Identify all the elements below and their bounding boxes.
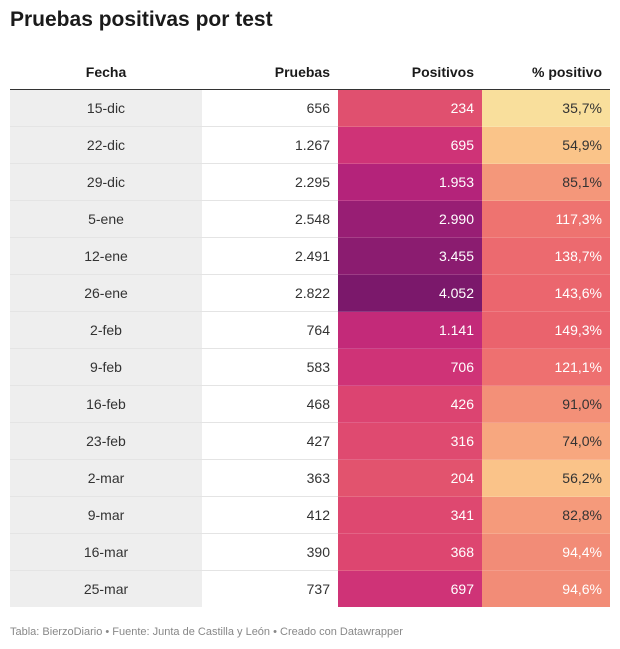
- cell-fecha: 29-dic: [10, 163, 202, 201]
- table-row: 2-feb 764 1.141 149,3%: [10, 311, 610, 349]
- cell-fecha: 9-mar: [10, 496, 202, 534]
- cell-positivos: 4.052: [338, 274, 482, 312]
- cell-pct-positivo: 121,1%: [482, 348, 610, 386]
- table-row: 5-ene 2.548 2.990 117,3%: [10, 200, 610, 238]
- cell-fecha: 25-mar: [10, 570, 202, 607]
- cell-pct-positivo: 138,7%: [482, 237, 610, 275]
- table-row: 23-feb 427 316 74,0%: [10, 422, 610, 460]
- cell-pct-positivo: 74,0%: [482, 422, 610, 460]
- table-row: 25-mar 737 697 94,6%: [10, 570, 610, 607]
- cell-pct-positivo: 143,6%: [482, 274, 610, 312]
- column-header-pct-positivo[interactable]: % positivo: [482, 54, 610, 90]
- table-row: 15-dic 656 234 35,7%: [10, 89, 610, 127]
- cell-pruebas: 2.491: [202, 237, 338, 275]
- cell-positivos: 706: [338, 348, 482, 386]
- cell-positivos: 2.990: [338, 200, 482, 238]
- cell-positivos: 234: [338, 89, 482, 127]
- cell-pct-positivo: 117,3%: [482, 200, 610, 238]
- cell-pruebas: 737: [306, 581, 330, 597]
- cell-pct-positivo: 82,8%: [482, 496, 610, 534]
- cell-positivos: 1.141: [338, 311, 482, 349]
- cell-fecha: 23-feb: [10, 422, 202, 460]
- cell-pct-positivo: 91,0%: [482, 385, 610, 423]
- cell-fecha: 16-feb: [10, 385, 202, 423]
- cell-positivos: 426: [338, 385, 482, 423]
- cell-fecha: 15-dic: [10, 89, 202, 127]
- table-row: 16-feb 468 426 91,0%: [10, 385, 610, 423]
- cell-pruebas: 2.548: [202, 200, 338, 238]
- cell-pruebas: 656: [202, 89, 338, 127]
- cell-pruebas: 764: [202, 311, 338, 349]
- cell-fecha: 22-dic: [10, 126, 202, 164]
- table-row: 2-mar 363 204 56,2%: [10, 459, 610, 497]
- cell-fecha: 9-feb: [10, 348, 202, 386]
- cell-pruebas: 427: [202, 422, 338, 460]
- cell-pruebas: 1.267: [202, 126, 338, 164]
- cell-pct-positivo: 94,6%: [482, 570, 610, 607]
- table-row: 12-ene 2.491 3.455 138,7%: [10, 237, 610, 275]
- table-row: 29-dic 2.295 1.953 85,1%: [10, 163, 610, 201]
- cell-pct-positivo: 94,4%: [482, 533, 610, 571]
- cell-positivos: 316: [338, 422, 482, 460]
- cell-positivos: 341: [338, 496, 482, 534]
- cell-pct-positivo: 85,1%: [482, 163, 610, 201]
- cell-pruebas: 412: [202, 496, 338, 534]
- table-row: 9-feb 583 706 121,1%: [10, 348, 610, 386]
- chart-title: Pruebas positivas por test: [10, 8, 273, 31]
- cell-pruebas: 2.295: [202, 163, 338, 201]
- cell-pruebas: 583: [202, 348, 338, 386]
- column-header-positivos[interactable]: Positivos: [338, 54, 482, 90]
- table-row: 9-mar 412 341 82,8%: [10, 496, 610, 534]
- table-header-row: Fecha Pruebas Positivos % positivo: [10, 54, 610, 90]
- cell-fecha: 16-mar: [10, 533, 202, 571]
- cell-pruebas: 2.822: [202, 274, 338, 312]
- table-row: 26-ene 2.822 4.052 143,6%: [10, 274, 610, 312]
- cell-positivos: 368: [338, 533, 482, 571]
- cell-fecha: 12-ene: [10, 237, 202, 275]
- source-footer: Tabla: BierzoDiario • Fuente: Junta de C…: [10, 626, 403, 638]
- cell-pct-positivo: 35,7%: [482, 89, 610, 127]
- cell-positivos: 204: [338, 459, 482, 497]
- cell-pruebas: 390: [202, 533, 338, 571]
- cell-fecha: 2-feb: [10, 311, 202, 349]
- cell-fecha: 5-ene: [10, 200, 202, 238]
- cell-fecha: 2-mar: [10, 459, 202, 497]
- cell-pct-positivo: 149,3%: [482, 311, 610, 349]
- column-header-fecha[interactable]: Fecha: [10, 54, 202, 90]
- cell-pruebas: 468: [202, 385, 338, 423]
- cell-positivos: 697: [338, 570, 482, 607]
- table-row: 16-mar 390 368 94,4%: [10, 533, 610, 571]
- cell-positivos: 1.953: [338, 163, 482, 201]
- table-row: 22-dic 1.267 695 54,9%: [10, 126, 610, 164]
- cell-fecha: 26-ene: [10, 274, 202, 312]
- table-body: 15-dic 656 234 35,7% 22-dic 1.267 695 54,9% 29-d…: [10, 89, 610, 607]
- cell-pct-positivo: 56,2%: [482, 459, 610, 497]
- cell-pruebas: 363: [202, 459, 338, 497]
- cell-positivos: 695: [338, 126, 482, 164]
- data-table: Fecha Pruebas Positivos % positivo 15-di…: [10, 54, 610, 607]
- cell-positivos: 3.455: [338, 237, 482, 275]
- column-header-pruebas[interactable]: Pruebas: [202, 54, 338, 90]
- cell-pct-positivo: 54,9%: [482, 126, 610, 164]
